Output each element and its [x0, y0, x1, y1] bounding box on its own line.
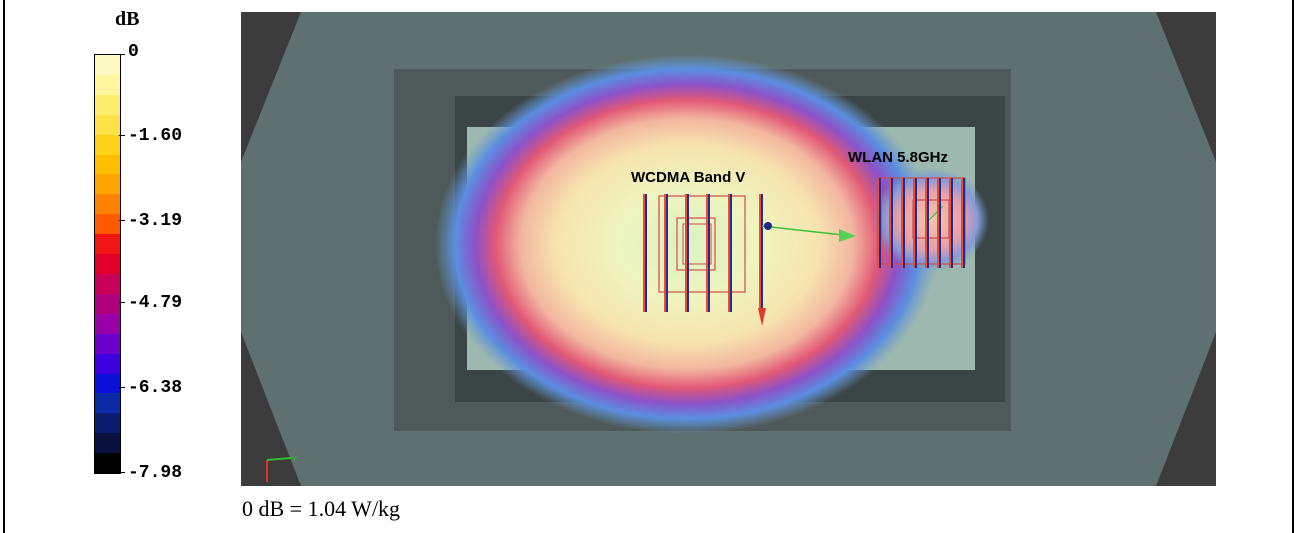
probe-element-bar [913, 178, 915, 268]
probe-element-bar [937, 178, 939, 268]
wcdma-antenna-probe [643, 194, 856, 326]
colorbar-segment [95, 55, 120, 75]
probe-element-bar [961, 178, 963, 268]
sar-distribution-plot: WCDMA Band V WLAN 5.8GHz Y [241, 12, 1216, 486]
colorbar-tick-label: -1.60 [128, 126, 183, 146]
colorbar-segment [95, 433, 120, 454]
probe-element-bar-shadow [761, 194, 763, 312]
scale-caption: 0 dB = 1.04 W/kg [242, 496, 401, 521]
probe-element-bar [949, 178, 951, 268]
probe-element-bar-shadow [903, 178, 905, 268]
colorbar-tick-label: -4.79 [128, 293, 183, 313]
figure-frame [3, 0, 1294, 533]
probe-element-bar-shadow [891, 178, 893, 268]
colorbar-tick-label: -7.98 [128, 463, 183, 483]
probe-element-bar-shadow [879, 178, 881, 268]
colorbar-tick [119, 302, 125, 303]
colorbar-segment [95, 273, 120, 294]
colorbar-segment [95, 114, 120, 135]
probe-element-bar [664, 194, 666, 312]
colorbar-tick-label: 0 [128, 42, 139, 62]
svg-text:Y: Y [291, 455, 297, 464]
colorbar-tick-label: -3.19 [128, 211, 183, 231]
probe-element-bar-shadow [915, 178, 917, 268]
probe-element-bar-shadow [730, 194, 732, 312]
colorbar [94, 54, 121, 474]
colorbar-unit-label: dB [115, 8, 140, 30]
colorbar-segment [95, 293, 120, 314]
probe-element-bar-shadow [666, 194, 668, 312]
wlan-band-label: WLAN 5.8GHz [848, 149, 948, 166]
probe-element-bar-shadow [687, 194, 689, 312]
probe-element-bar-shadow [963, 178, 965, 268]
colorbar-segment [95, 214, 120, 235]
probe-element-bar [728, 194, 730, 312]
wlan-antenna-probe [877, 177, 966, 268]
colorbar-segment [95, 453, 120, 474]
probe-element-bar [759, 194, 761, 312]
colorbar-segment [95, 194, 120, 215]
axes-indicator-icon: Y [266, 455, 297, 482]
probe-element-bar [877, 178, 879, 268]
probe-element-bar [889, 178, 891, 268]
colorbar-segment [95, 174, 120, 195]
colorbar-segment [95, 234, 120, 255]
colorbar-tick [119, 472, 125, 473]
probe-element-bar [685, 194, 687, 312]
colorbar-segment [95, 353, 120, 374]
colorbar-segment [95, 154, 120, 175]
colorbar-segment [95, 373, 120, 394]
colorbar-segment [95, 74, 120, 95]
probe-element-bar-shadow [951, 178, 953, 268]
colorbar-tick-label: -6.38 [128, 378, 183, 398]
colorbar-segment [95, 313, 120, 334]
colorbar-tick [119, 135, 125, 136]
probe-element-bar [643, 194, 645, 312]
colorbar-segment [95, 333, 120, 354]
probe-element-bar-shadow [708, 194, 710, 312]
probe-element-bar [925, 178, 927, 268]
probe-element-bar-shadow [927, 178, 929, 268]
wcdma-band-label: WCDMA Band V [631, 169, 745, 186]
colorbar-segment [95, 413, 120, 434]
probe-element-bar-shadow [939, 178, 941, 268]
colorbar-segment [95, 254, 120, 274]
colorbar-tick [119, 220, 125, 221]
probe-element-bar [901, 178, 903, 268]
colorbar-segment [95, 134, 120, 155]
colorbar-tick [119, 54, 125, 55]
probe-element-bar-shadow [645, 194, 647, 312]
colorbar-segment [95, 393, 120, 414]
probe-element-bar [706, 194, 708, 312]
colorbar-segment [95, 94, 120, 115]
colorbar-tick [119, 387, 125, 388]
